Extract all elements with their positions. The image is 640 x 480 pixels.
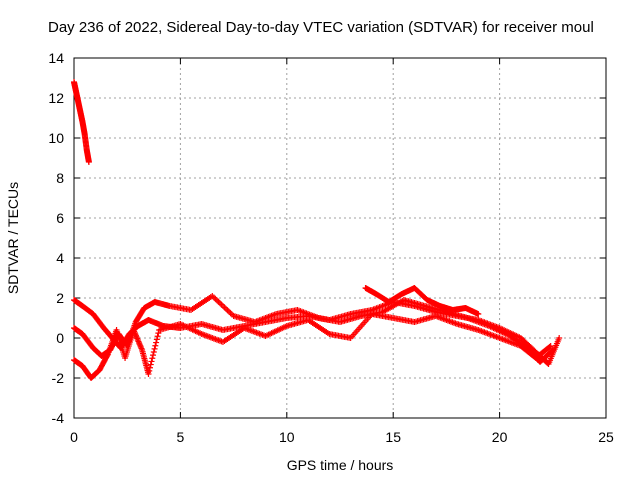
data-point: [145, 371, 152, 377]
x-tick-label: 20: [492, 429, 508, 445]
data-point: [85, 159, 92, 165]
y-tick-label: 4: [56, 250, 64, 266]
grid-layer: [74, 58, 606, 418]
data-point: [149, 355, 156, 362]
y-tick-label: 12: [48, 90, 64, 106]
ticks-layer: 0 5 10 15 20 25 -4 -2 0 2 4 6 8 10 12 14: [48, 50, 614, 445]
points-layer: [71, 79, 563, 381]
chart-title: Day 236 of 2022, Sidereal Day-to-day VTE…: [48, 19, 594, 36]
data-point: [150, 349, 157, 355]
data-point: [556, 335, 563, 341]
plot-frame: [73, 57, 607, 419]
data-point: [150, 352, 157, 359]
y-tick-label: -2: [52, 370, 65, 386]
x-tick-label: 0: [70, 429, 78, 445]
data-point: [146, 367, 153, 374]
x-tick-label: 10: [279, 429, 295, 445]
data-point: [546, 343, 553, 350]
x-tick-label: 5: [177, 429, 185, 445]
x-tick-label: 15: [385, 429, 401, 445]
series-arc-d: [362, 285, 482, 317]
data-point: [151, 345, 158, 352]
y-tick-label: 0: [56, 330, 64, 346]
y-tick-label: 10: [48, 130, 64, 146]
y-tick-label: 8: [56, 170, 64, 186]
data-point: [104, 352, 111, 359]
data-point: [547, 343, 554, 349]
data-point: [154, 333, 161, 340]
x-tick-label: 25: [598, 429, 614, 445]
data-point: [153, 336, 160, 343]
series-arc-early-high: [71, 79, 92, 165]
y-axis-label: SDTVAR / TECUs: [5, 182, 21, 294]
y-tick-label: 14: [48, 50, 64, 66]
x-axis-label: GPS time / hours: [287, 457, 394, 473]
data-point: [152, 342, 159, 349]
y-tick-label: -4: [52, 410, 65, 426]
y-tick-label: 6: [56, 210, 64, 226]
data-point: [549, 347, 556, 353]
data-point: [148, 358, 155, 365]
data-point: [548, 347, 555, 354]
series-arc-c: [71, 311, 554, 381]
data-point: [155, 330, 162, 337]
data-point: [147, 364, 153, 371]
y-tick-label: 2: [56, 290, 64, 306]
data-point: [147, 361, 154, 368]
data-point: [153, 339, 160, 346]
data-point: [475, 311, 482, 317]
